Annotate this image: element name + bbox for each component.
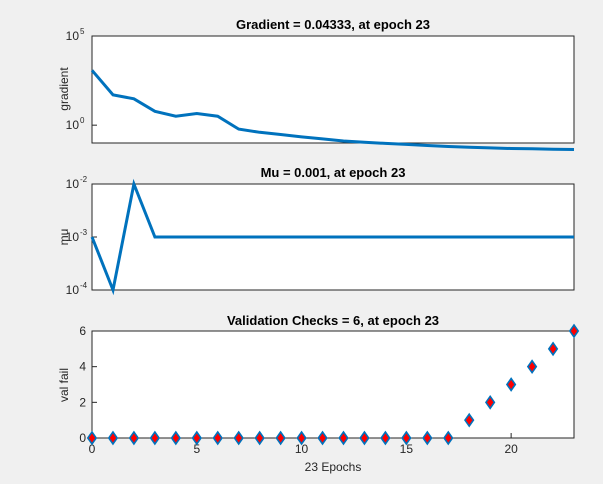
data-point xyxy=(317,430,328,446)
validation-x-label: 23 Epochs xyxy=(305,460,362,474)
data-point xyxy=(338,430,349,446)
gradient-panel: Gradient = 0.04333, at epoch 23 gradient… xyxy=(57,17,575,151)
y-tick-exponent: 5 xyxy=(80,27,85,36)
data-point xyxy=(296,430,307,446)
x-tick-label: 10 xyxy=(295,442,309,456)
mu-plot-area xyxy=(90,178,574,296)
x-tick-label: 15 xyxy=(400,442,414,456)
y-tick-label: 10 xyxy=(66,230,80,244)
data-point xyxy=(170,430,182,446)
mu-panel: Mu = 0.001, at epoch 23 mu 10-210-310-4 xyxy=(57,165,575,297)
validation-panel: Validation Checks = 6, at epoch 23 val f… xyxy=(57,313,580,474)
data-point xyxy=(359,430,370,446)
gradient-title: Gradient = 0.04333, at epoch 23 xyxy=(236,17,430,32)
validation-axes-box xyxy=(91,330,575,439)
y-tick-exponent: 0 xyxy=(80,116,85,125)
y-tick-label: 2 xyxy=(79,395,86,409)
data-point xyxy=(107,430,119,446)
data-point xyxy=(547,341,559,357)
y-tick-label: 10 xyxy=(66,283,80,297)
data-point xyxy=(233,430,244,446)
mu-y-label: mu xyxy=(57,229,71,246)
data-point xyxy=(275,430,286,446)
y-tick-label: 10 xyxy=(66,177,80,191)
y-tick-label: 10 xyxy=(66,118,80,132)
data-point xyxy=(149,430,161,446)
y-tick-exponent: -3 xyxy=(80,228,88,237)
series-line xyxy=(90,178,574,296)
data-point xyxy=(484,394,496,410)
data-point xyxy=(128,430,140,446)
y-tick-label: 4 xyxy=(79,360,86,374)
x-tick-label: 5 xyxy=(193,442,200,456)
data-point xyxy=(86,430,98,446)
gradient-y-label: gradient xyxy=(57,67,71,111)
data-point xyxy=(212,430,223,446)
validation-ticks: 0 2 4 6 0 5 10 15 20 xyxy=(79,324,518,456)
data-point xyxy=(443,430,454,446)
validation-y-label: val fail xyxy=(57,368,71,402)
series-line xyxy=(90,69,575,151)
validation-plot-area xyxy=(86,323,580,446)
x-tick-label: 0 xyxy=(89,442,96,456)
gradient-y-ticks: 10 510 0 xyxy=(66,27,97,132)
data-point xyxy=(505,377,517,392)
mu-title: Mu = 0.001, at epoch 23 xyxy=(261,165,406,180)
y-tick-exponent: -2 xyxy=(80,175,88,184)
data-point xyxy=(401,430,412,446)
y-tick-label: 0 xyxy=(79,431,86,445)
gradient-axes-box xyxy=(91,35,575,144)
mu-y-ticks: 10-210-310-4 xyxy=(66,175,97,297)
x-tick-label: 20 xyxy=(504,442,518,456)
gradient-plot-area xyxy=(90,69,575,151)
y-tick-label: 10 xyxy=(66,29,80,43)
data-point xyxy=(568,323,580,339)
data-point xyxy=(380,430,391,446)
validation-title: Validation Checks = 6, at epoch 23 xyxy=(227,313,439,328)
data-point xyxy=(254,430,265,446)
y-tick-label: 6 xyxy=(79,324,86,338)
y-tick-exponent: -4 xyxy=(80,281,88,290)
data-point xyxy=(526,359,538,375)
data-point xyxy=(464,412,475,428)
data-point xyxy=(191,430,202,446)
data-point xyxy=(422,430,433,446)
